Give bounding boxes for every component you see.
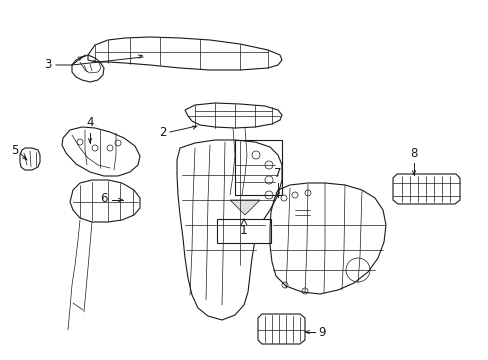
Text: 7: 7 <box>274 167 281 180</box>
Polygon shape <box>229 200 260 215</box>
Text: 8: 8 <box>409 147 417 160</box>
FancyBboxPatch shape <box>217 219 270 243</box>
Text: 3: 3 <box>44 58 52 72</box>
Text: 9: 9 <box>317 325 325 338</box>
Text: 4: 4 <box>86 116 94 129</box>
Text: 6: 6 <box>101 193 108 206</box>
Text: 2: 2 <box>159 126 167 139</box>
Text: 1: 1 <box>240 225 247 238</box>
Text: 5: 5 <box>11 144 18 157</box>
